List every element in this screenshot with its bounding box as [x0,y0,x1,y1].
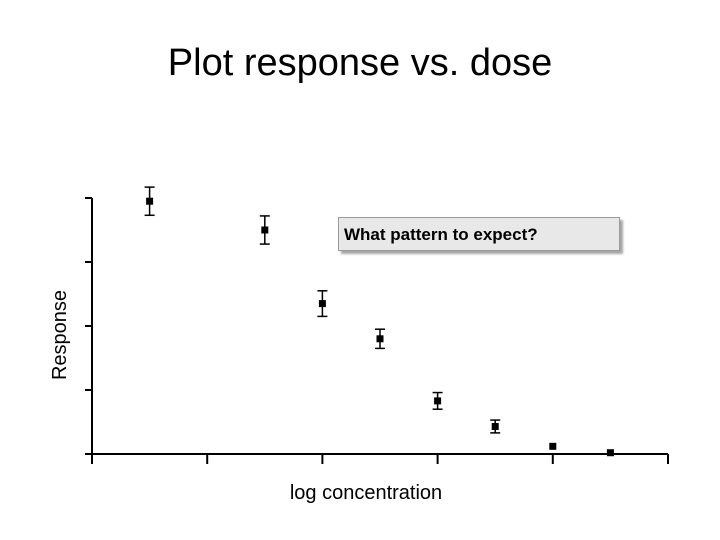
callout-box: What pattern to expect? [338,217,620,251]
data-point [606,449,614,457]
data-point [318,300,326,308]
chart-marks [144,186,614,457]
x-axis-label: log concentration [290,482,442,504]
y-axis-label: Response [49,290,71,380]
chart-axes [85,197,669,464]
data-point [376,335,384,343]
data-point [491,422,499,430]
data-point [146,197,154,205]
data-point [261,226,269,234]
data-point [434,397,442,405]
slide-title: Plot response vs. dose [167,42,553,84]
data-point [549,442,557,450]
